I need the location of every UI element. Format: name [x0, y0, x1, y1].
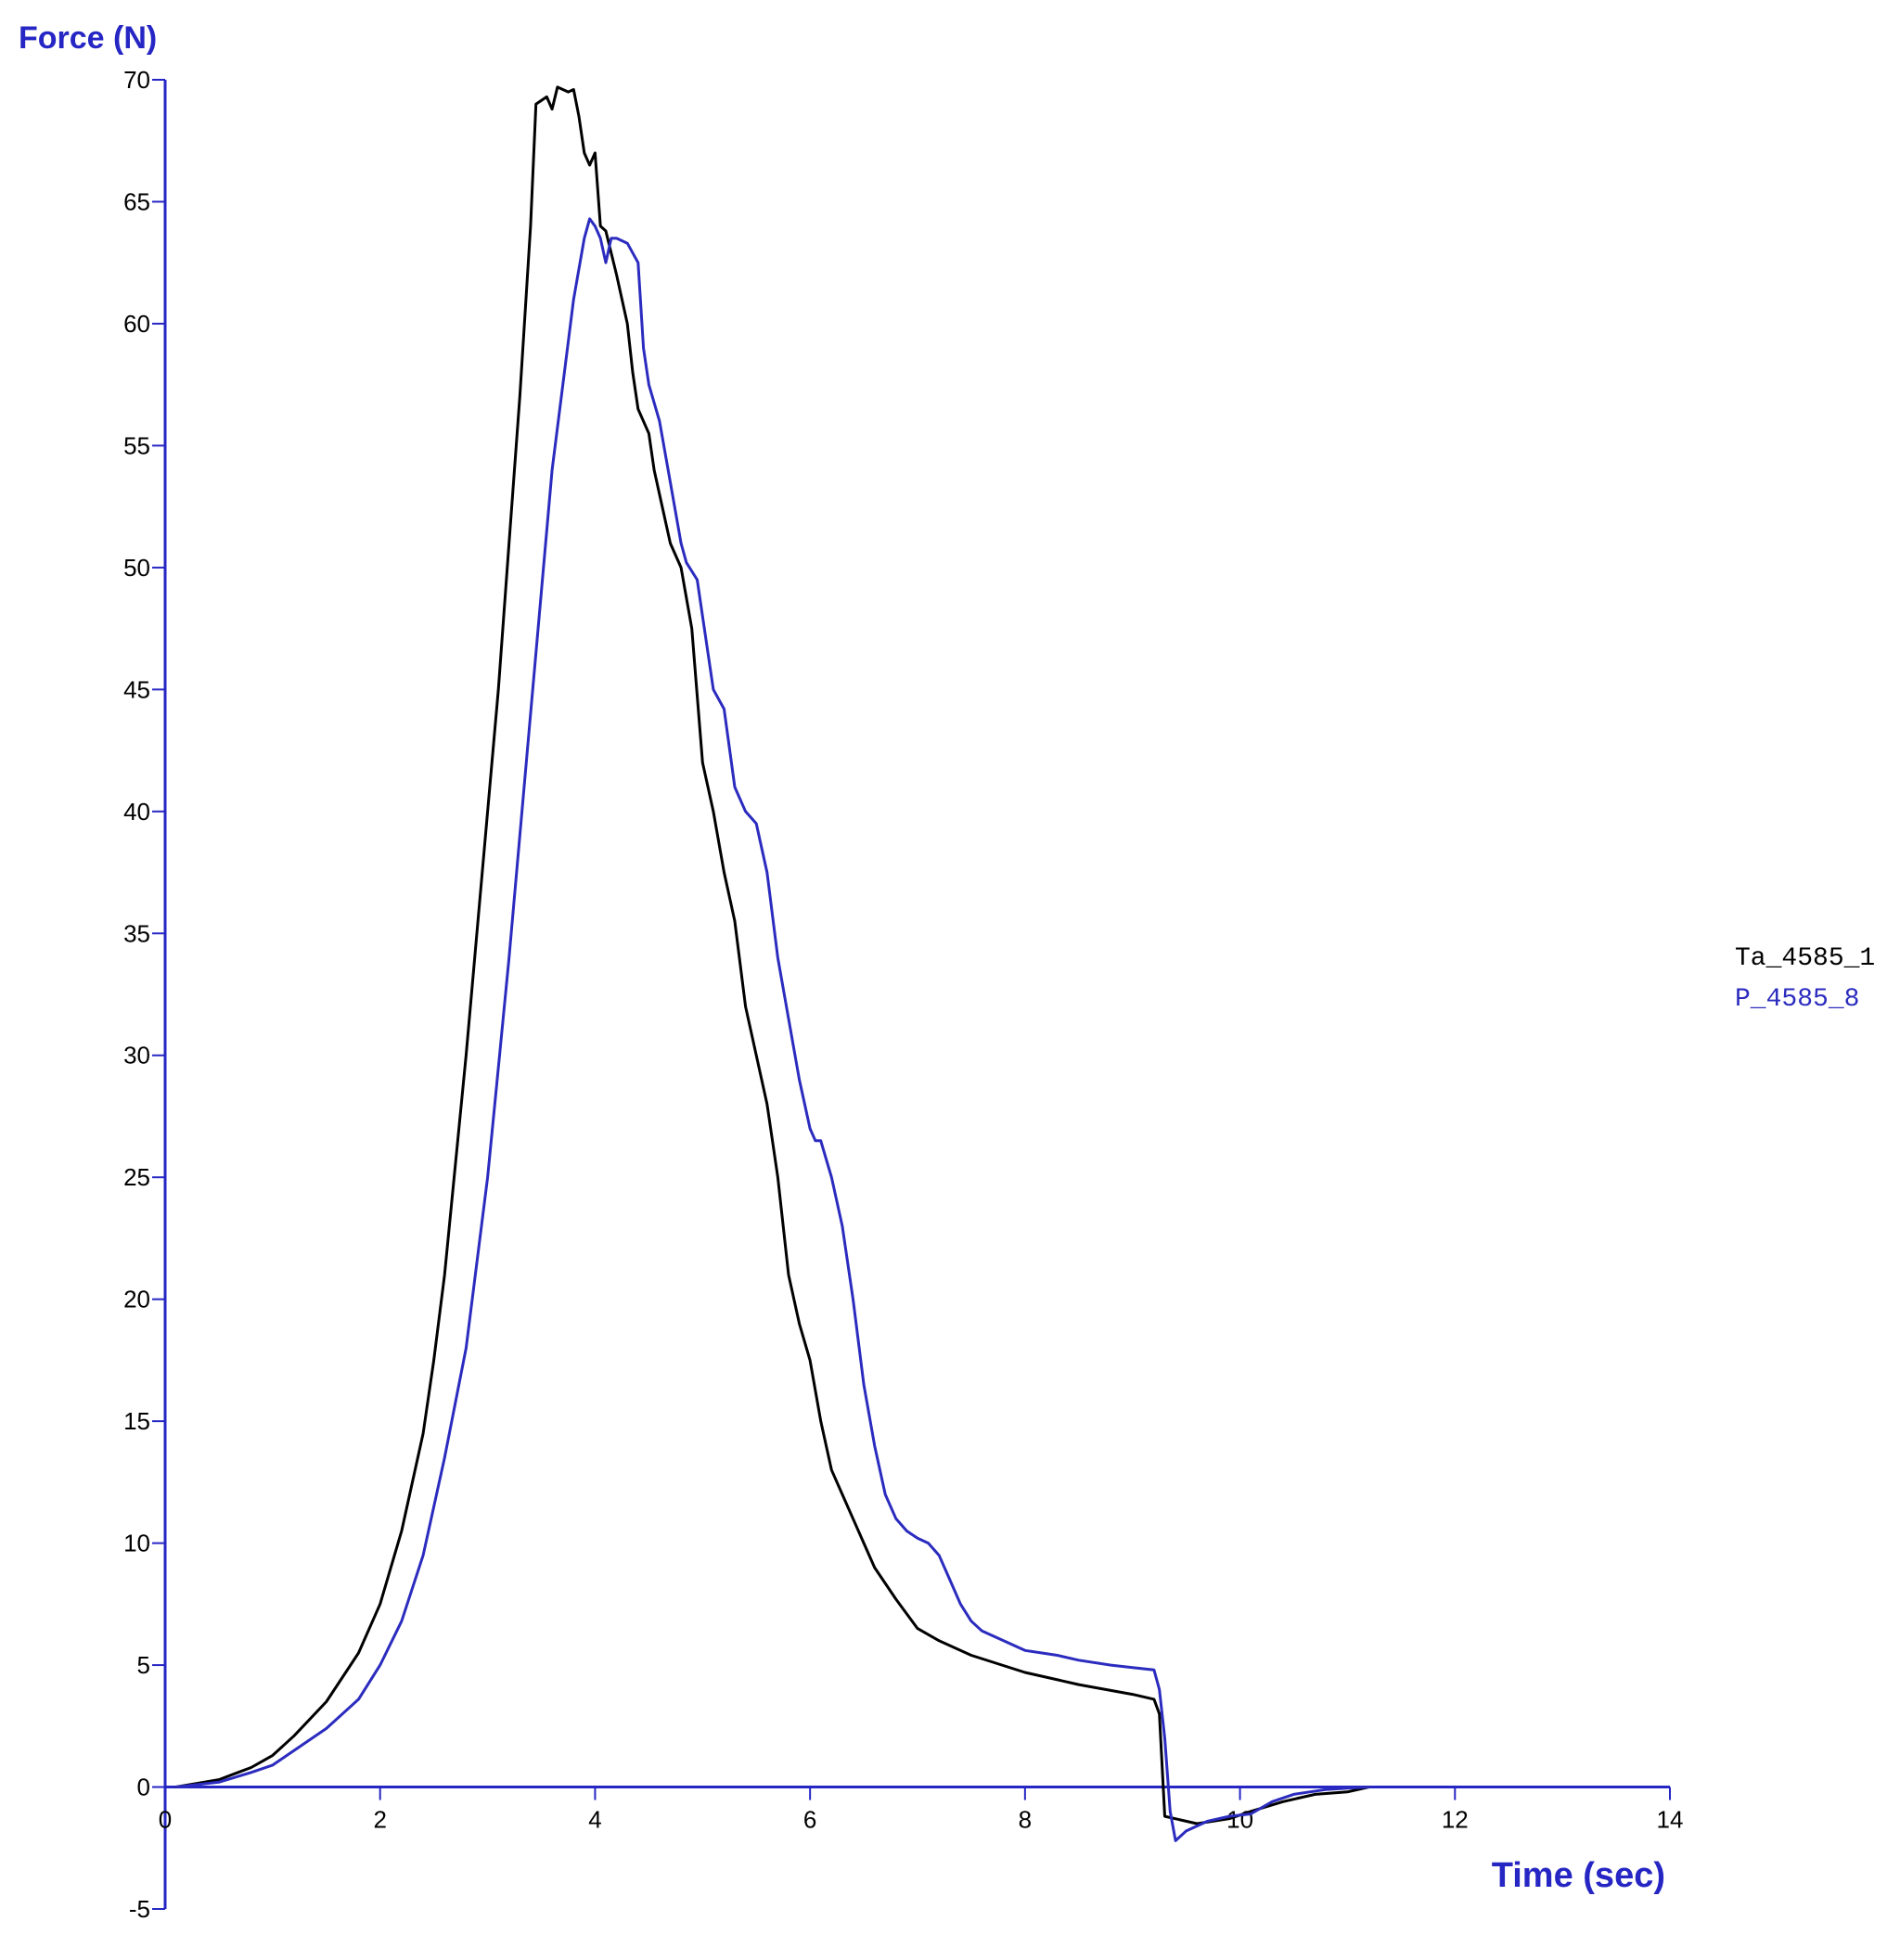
x-tick-label: 12 [1442, 1806, 1469, 1834]
y-tick-label: 35 [123, 919, 150, 947]
legend: Ta_4585_1 P_4585_8 [1735, 944, 1875, 1014]
y-tick-label: 45 [123, 675, 150, 703]
y-tick-label: 25 [123, 1163, 150, 1191]
y-tick-label: 55 [123, 431, 150, 459]
series-line-2 [174, 217, 1371, 1842]
tick-marks [152, 79, 1671, 1910]
x-tick-label: 0 [159, 1806, 172, 1834]
series-line-1 [174, 85, 1371, 1825]
x-tick-label: 2 [373, 1806, 386, 1834]
y-tick-label: 20 [123, 1286, 150, 1313]
legend-entry-1: Ta_4585_1 [1735, 944, 1875, 973]
x-tick-label: 4 [588, 1806, 601, 1834]
x-tick-label: 6 [803, 1806, 816, 1834]
y-tick-label: 70 [123, 66, 150, 94]
y-tick-label: 10 [123, 1530, 150, 1557]
y-tick-label: 50 [123, 554, 150, 582]
x-tick-label: 14 [1657, 1806, 1684, 1834]
y-tick-label: 40 [123, 798, 150, 826]
y-tick-label: 0 [137, 1774, 150, 1801]
y-tick-label: 15 [123, 1407, 150, 1435]
x-axis-title: Time (sec) [1492, 1856, 1665, 1895]
y-tick-label: 5 [137, 1651, 150, 1679]
y-tick-label: 30 [123, 1042, 150, 1070]
legend-entry-2: P_4585_8 [1735, 985, 1859, 1014]
y-tick-label: 60 [123, 310, 150, 338]
x-tick-label: 8 [1019, 1806, 1032, 1834]
y-axis-title: Force (N) [19, 20, 157, 56]
series-lines [174, 85, 1371, 1842]
axes [163, 80, 1670, 1909]
y-tick-label: 65 [123, 187, 150, 215]
y-tick-label: -5 [129, 1895, 150, 1923]
